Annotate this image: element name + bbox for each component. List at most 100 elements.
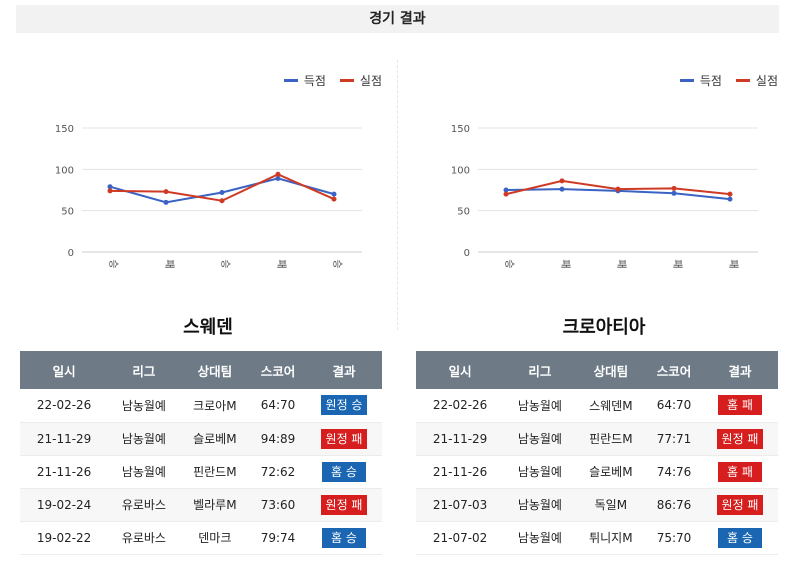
cell-league: 남농월예 — [504, 521, 576, 555]
panel-divider — [397, 60, 398, 330]
x-tick-label: 승 — [107, 259, 119, 268]
cell-score: 79:74 — [250, 521, 306, 555]
cell-date: 22-02-26 — [20, 389, 109, 423]
header-league: 리그 — [108, 351, 180, 389]
team-name: 크로아티아 — [562, 317, 646, 338]
result-badge: 홈 패 — [718, 395, 762, 416]
table-row: 19-02-22 유로바스 덴마크 79:74 홈 승 — [20, 521, 382, 555]
header-date: 일시 — [20, 351, 109, 389]
legend-swatch-scored — [283, 78, 298, 82]
x-tick-label: 패 — [275, 259, 287, 268]
cell-score: 75:70 — [646, 521, 702, 555]
legend-item-conceded[interactable]: 실점 — [339, 72, 382, 89]
result-badge: 홈 패 — [718, 461, 762, 482]
data-point-conceded[interactable] — [727, 191, 733, 197]
table-row: 21-11-26 남농월예 핀란드M 72:62 홈 승 — [20, 455, 382, 489]
y-tick-label: 150 — [451, 124, 470, 135]
chart-legend: 득점 실점 — [666, 72, 778, 88]
table-row: 19-02-24 유로바스 벨라루M 73:60 원정 패 — [20, 488, 382, 522]
x-tick-label: 패 — [727, 259, 739, 268]
cell-result: 홈 승 — [306, 521, 382, 555]
score-line-chart: 0 50 100 150 승 패 패 패 패 — [451, 124, 758, 269]
results-body: 22-02-26 남농월예 스웨덴M 64:70 홈 패 21-11-29 남농월예 핀란드M… — [416, 389, 778, 555]
result-badge: 홈 승 — [322, 527, 366, 548]
header-result: 결과 — [702, 351, 778, 389]
y-tick-label: 100 — [451, 165, 470, 176]
header-score: 스코어 — [646, 351, 702, 389]
data-point-conceded[interactable] — [615, 186, 621, 192]
cell-league: 남농월예 — [504, 488, 576, 522]
data-point-scored[interactable] — [219, 189, 225, 195]
cell-date: 21-07-03 — [416, 488, 505, 522]
data-point-conceded[interactable] — [559, 178, 565, 184]
data-point-conceded[interactable] — [163, 189, 169, 195]
x-tick-label: 패 — [671, 259, 683, 268]
table-row: 22-02-26 남농월예 크로아M 64:70 원정 승 — [20, 389, 382, 423]
cell-result: 원정 패 — [306, 422, 382, 456]
legend-label-conceded: 실점 — [359, 73, 382, 88]
result-badge: 홈 승 — [718, 527, 762, 548]
data-point-scored[interactable] — [163, 199, 169, 205]
table-header-row: 일시 리그 상대팀 스코어 결과 — [416, 351, 778, 389]
cell-league: 남농월예 — [108, 455, 180, 489]
cell-result: 원정 패 — [702, 488, 778, 522]
data-point-scored[interactable] — [671, 190, 677, 196]
result-badge: 원정 패 — [320, 428, 368, 449]
header-league: 리그 — [504, 351, 576, 389]
header-score: 스코어 — [250, 351, 306, 389]
y-tick-label: 50 — [457, 207, 470, 218]
cell-league: 유로바스 — [108, 488, 180, 522]
data-point-conceded[interactable] — [275, 171, 281, 177]
legend-item-scored[interactable]: 득점 — [679, 72, 722, 89]
y-tick-label: 100 — [55, 165, 74, 176]
legend-swatch-scored — [679, 78, 694, 82]
y-tick-label: 150 — [55, 124, 74, 135]
cell-opponent: 덴마크 — [179, 521, 251, 555]
legend-swatch-conceded — [339, 78, 354, 82]
data-point-conceded[interactable] — [671, 185, 677, 191]
cell-result: 원정 승 — [306, 389, 382, 423]
legend-label-scored: 득점 — [303, 73, 326, 88]
cell-league: 남농월예 — [108, 389, 180, 423]
data-point-conceded[interactable] — [503, 191, 509, 197]
cell-score: 73:60 — [250, 488, 306, 522]
x-tick-label: 승 — [219, 259, 231, 268]
x-tick-label: 승 — [331, 259, 343, 268]
legend-item-conceded[interactable]: 실점 — [735, 72, 778, 89]
cell-date: 21-11-29 — [416, 422, 505, 456]
result-badge: 홈 승 — [322, 461, 366, 482]
data-point-conceded[interactable] — [331, 196, 337, 202]
data-point-scored[interactable] — [503, 187, 509, 193]
cell-league: 남농월예 — [504, 389, 576, 423]
data-point-scored[interactable] — [107, 184, 113, 190]
cell-date: 21-11-26 — [20, 455, 109, 489]
header-opponent: 상대팀 — [179, 351, 251, 389]
results-table: 일시 리그 상대팀 스코어 결과 22-02-26 남농월예 크로아M 64:70 원정… — [20, 351, 382, 555]
cell-opponent: 슬로베M — [575, 455, 647, 489]
data-point-conceded[interactable] — [107, 188, 113, 194]
cell-date: 19-02-24 — [20, 488, 109, 522]
data-point-scored[interactable] — [275, 175, 281, 181]
data-point-conceded[interactable] — [219, 198, 225, 204]
cell-league: 남농월예 — [504, 422, 576, 456]
data-point-scored[interactable] — [727, 196, 733, 202]
table-row: 21-11-26 남농월예 슬로베M 74:76 홈 패 — [416, 455, 778, 489]
x-tick-label: 패 — [615, 259, 627, 268]
data-point-scored[interactable] — [559, 186, 565, 192]
cell-opponent: 독일M — [575, 488, 647, 522]
cell-league: 유로바스 — [108, 521, 180, 555]
data-point-scored[interactable] — [331, 191, 337, 197]
cell-opponent: 슬로베M — [179, 422, 251, 456]
cell-league: 남농월예 — [504, 455, 576, 489]
result-badge: 원정 패 — [716, 428, 764, 449]
table-row: 21-07-03 남농월예 독일M 86:76 원정 패 — [416, 488, 778, 522]
header-date: 일시 — [416, 351, 505, 389]
y-tick-label: 0 — [68, 248, 74, 259]
legend-swatch-conceded — [735, 78, 750, 82]
legend-item-scored[interactable]: 득점 — [283, 72, 326, 89]
legend-label-conceded: 실점 — [755, 73, 778, 88]
cell-date: 21-11-26 — [416, 455, 505, 489]
cell-date: 21-11-29 — [20, 422, 109, 456]
results-body: 22-02-26 남농월예 크로아M 64:70 원정 승 21-11-29 남농월예 슬로베… — [20, 389, 382, 555]
cell-date: 21-07-02 — [416, 521, 505, 555]
